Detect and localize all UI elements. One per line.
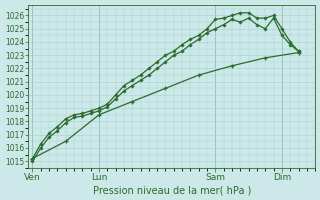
X-axis label: Pression niveau de la mer( hPa ): Pression niveau de la mer( hPa ) [92, 185, 251, 195]
